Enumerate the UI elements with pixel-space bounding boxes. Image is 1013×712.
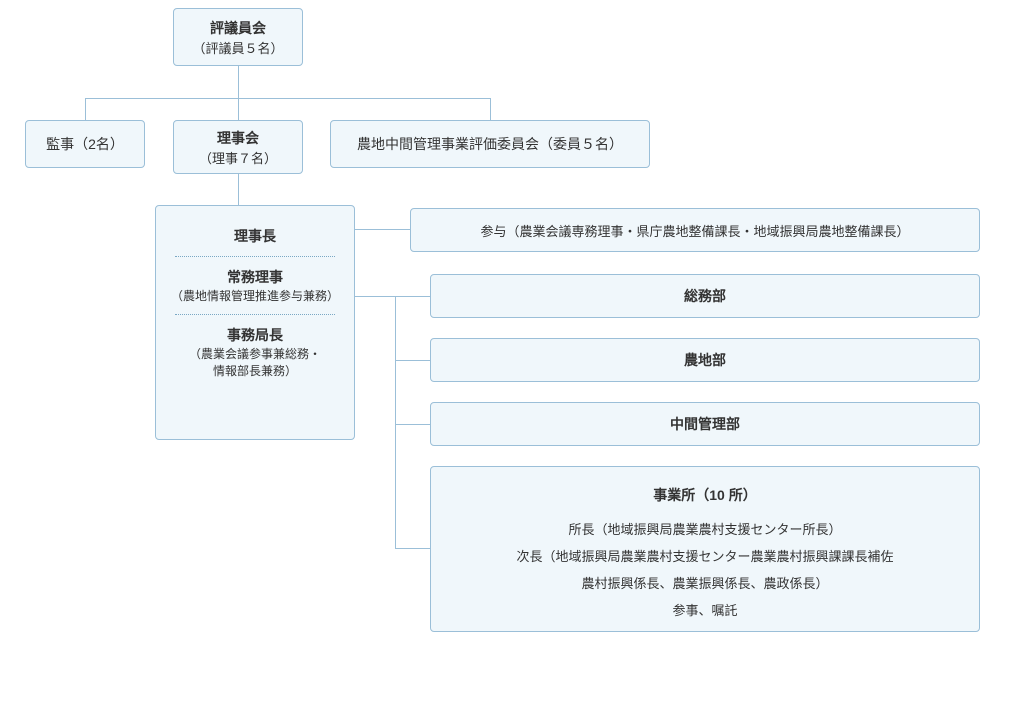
exec-secgen-sub1: （農業会議参事兼総務・ (189, 345, 321, 362)
edge (395, 296, 396, 548)
eval-label: 農地中間管理事業評価委員会（委員５名） (357, 134, 623, 154)
edge (85, 98, 490, 99)
board-title: 理事会 (217, 128, 259, 148)
sanyo-label: 参与（農業会議専務理事・県庁農地整備課長・地域振興局農地整備課長） (480, 221, 909, 240)
offices-l2: 次長（地域振興局農業農村支援センター農業農村振興課課長補佐 (516, 546, 893, 565)
sep (175, 314, 335, 315)
node-sanyo: 参与（農業会議専務理事・県庁農地整備課長・地域振興局農地整備課長） (410, 208, 980, 252)
edge (238, 98, 239, 120)
nouchi-label: 農地部 (684, 350, 726, 370)
edge (85, 98, 86, 120)
exec-secgen: 事務局長 (227, 325, 283, 345)
edge (238, 66, 239, 98)
edge (355, 296, 395, 297)
node-board: 理事会 （理事７名） (173, 120, 303, 174)
exec-president: 理事長 (234, 226, 276, 246)
council-sub: （評議員５名） (192, 38, 283, 57)
exec-managing: 常務理事 (227, 267, 283, 287)
node-exec: 理事長 常務理事 （農地情報管理推進参与兼務） 事務局長 （農業会議参事兼総務・… (155, 205, 355, 440)
soumu-label: 総務部 (684, 286, 726, 306)
edge (238, 174, 239, 205)
edge (395, 424, 430, 425)
chukan-label: 中間管理部 (670, 414, 740, 434)
offices-l3: 農村振興係長、農業振興係長、農政係長） (581, 573, 828, 592)
node-eval-committee: 農地中間管理事業評価委員会（委員５名） (330, 120, 650, 168)
offices-title: 事業所（10 所） (653, 485, 756, 505)
sep (175, 256, 335, 257)
node-nouchi: 農地部 (430, 338, 980, 382)
exec-managing-sub: （農地情報管理推進参与兼務） (171, 287, 339, 304)
board-sub: （理事７名） (199, 148, 277, 167)
offices-l4: 参事、嘱託 (672, 600, 737, 619)
edge (395, 360, 430, 361)
node-soumu: 総務部 (430, 274, 980, 318)
council-title: 評議員会 (210, 18, 266, 38)
node-offices: 事業所（10 所） 所長（地域振興局農業農村支援センター所長） 次長（地域振興局… (430, 466, 980, 632)
edge (490, 98, 491, 120)
edge (395, 296, 430, 297)
auditor-label: 監事（2名） (46, 134, 124, 154)
node-auditor: 監事（2名） (25, 120, 145, 168)
node-council: 評議員会 （評議員５名） (173, 8, 303, 66)
edge (355, 229, 410, 230)
exec-secgen-sub2: 情報部長兼務） (213, 362, 297, 379)
edge (395, 548, 430, 549)
offices-l1: 所長（地域振興局農業農村支援センター所長） (568, 519, 841, 538)
node-chukan: 中間管理部 (430, 402, 980, 446)
